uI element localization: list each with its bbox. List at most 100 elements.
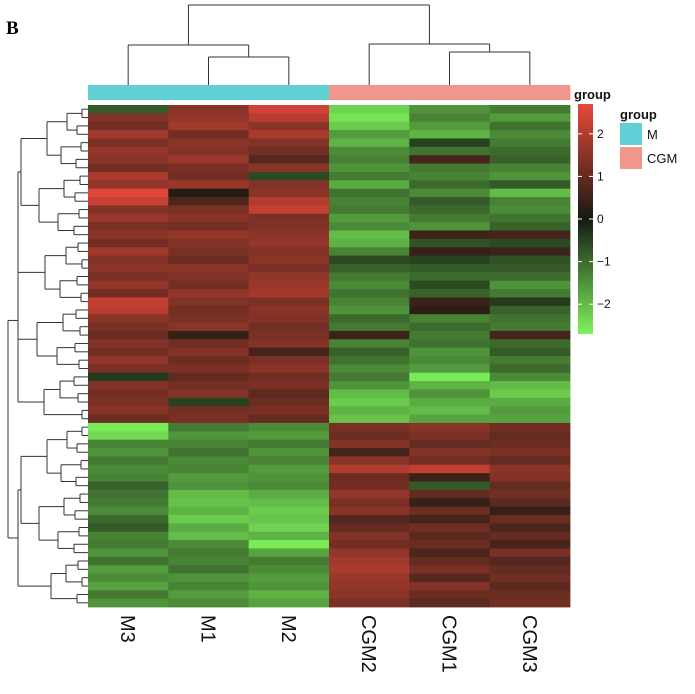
heatmap-cell <box>489 297 571 307</box>
heatmap-cell <box>329 230 410 240</box>
heatmap-cell <box>329 163 410 173</box>
heatmap-cell <box>329 330 410 340</box>
heatmap-cell <box>409 381 491 390</box>
heatmap-cell <box>489 180 571 190</box>
heatmap-cell <box>489 255 571 265</box>
heatmap-cell <box>248 439 330 449</box>
heatmap-cell <box>409 121 491 131</box>
heatmap-cell <box>489 146 571 156</box>
heatmap-cell <box>88 330 169 340</box>
heatmap-cell <box>329 280 410 290</box>
heatmap-cell <box>329 255 410 265</box>
heatmap-cell <box>329 540 410 549</box>
heatmap-cell <box>248 356 330 365</box>
heatmap-cell <box>489 289 571 298</box>
heatmap-cell <box>489 481 571 491</box>
heatmap-cell <box>489 205 571 215</box>
heatmap-cell <box>489 230 571 240</box>
heatmap-cell <box>329 389 410 399</box>
heatmap-cell <box>168 523 250 533</box>
heatmap-cell <box>329 146 410 156</box>
heatmap-cell <box>168 456 250 466</box>
heatmap-cell <box>168 489 250 499</box>
heatmap-cell <box>168 448 250 457</box>
heatmap-cell <box>248 514 330 524</box>
heatmap-cell <box>409 364 491 374</box>
heatmap-cell <box>88 590 169 600</box>
heatmap-cell <box>168 213 250 223</box>
legend-label: CGM <box>647 151 677 166</box>
heatmap-cell <box>409 171 491 181</box>
group-legend: M CGM <box>620 123 677 169</box>
heatmap-cell <box>88 531 169 541</box>
heatmap-cell <box>168 540 250 549</box>
heatmap-cell <box>168 556 250 566</box>
heatmap-cell <box>409 113 491 123</box>
heatmap-cell <box>248 121 330 131</box>
heatmap-cell <box>248 590 330 600</box>
heatmap-cell <box>489 439 571 449</box>
heatmap-cell <box>168 422 250 432</box>
heatmap-cell <box>329 197 410 206</box>
heatmap-cell <box>248 489 330 499</box>
heatmap-cell <box>168 506 250 516</box>
heatmap-cell <box>88 146 169 156</box>
heatmap-cell <box>168 414 250 424</box>
heatmap-cell <box>409 464 491 474</box>
heatmap-cell <box>329 372 410 382</box>
group-annotation-bar <box>88 85 571 100</box>
heatmap-cell <box>489 330 571 340</box>
heatmap-cell <box>329 272 410 282</box>
heatmap-cell <box>409 489 491 499</box>
heatmap-cell <box>88 138 169 148</box>
heatmap-cell <box>409 330 491 340</box>
heatmap-cell <box>88 180 169 190</box>
heatmap-cell <box>168 146 250 156</box>
heatmap-cell <box>489 473 571 482</box>
heatmap-cell <box>248 389 330 399</box>
heatmap-cell <box>409 439 491 449</box>
heatmap-cell <box>409 289 491 298</box>
heatmap-cell <box>329 414 410 424</box>
heatmap-cell <box>409 356 491 365</box>
heatmap-cell <box>168 230 250 240</box>
heatmap-cell <box>248 422 330 432</box>
heatmap-cell <box>88 188 169 198</box>
heatmap-cell <box>409 180 491 190</box>
heatmap-cell <box>409 372 491 382</box>
heatmap-cell <box>489 171 571 181</box>
heatmap-cell <box>329 464 410 474</box>
heatmap-cell <box>248 205 330 215</box>
heatmap-cell <box>409 163 491 173</box>
heatmap-cell <box>409 347 491 357</box>
heatmap-cell <box>329 188 410 198</box>
heatmap-cell <box>168 322 250 332</box>
heatmap-cell <box>409 138 491 148</box>
heatmap-cell <box>329 406 410 415</box>
scale-tick-label: −1 <box>597 255 611 269</box>
heatmap-cell <box>248 556 330 566</box>
heatmap-cells <box>88 105 571 608</box>
heatmap-cell <box>88 155 169 164</box>
heatmap-cell <box>409 305 491 315</box>
heatmap-cell <box>329 422 410 432</box>
heatmap-cell <box>489 364 571 374</box>
heatmap-cell <box>168 598 250 608</box>
heatmap-cell <box>489 456 571 466</box>
heatmap-cell <box>168 372 250 382</box>
heatmap-cell <box>329 531 410 541</box>
heatmap-cell <box>409 431 491 441</box>
heatmap-cell <box>489 531 571 541</box>
heatmap-cell <box>409 573 491 583</box>
heatmap-cell <box>88 113 169 123</box>
heatmap-cell <box>489 238 571 248</box>
heatmap-cell <box>489 540 571 549</box>
heatmap-cell <box>489 556 571 566</box>
heatmap-cell <box>248 322 330 332</box>
heatmap-cell <box>168 330 250 340</box>
column-label: CGM1 <box>438 615 460 673</box>
heatmap-cell <box>489 389 571 399</box>
heatmap-cell <box>329 548 410 558</box>
heatmap-cell <box>489 347 571 357</box>
heatmap-cell <box>248 171 330 181</box>
